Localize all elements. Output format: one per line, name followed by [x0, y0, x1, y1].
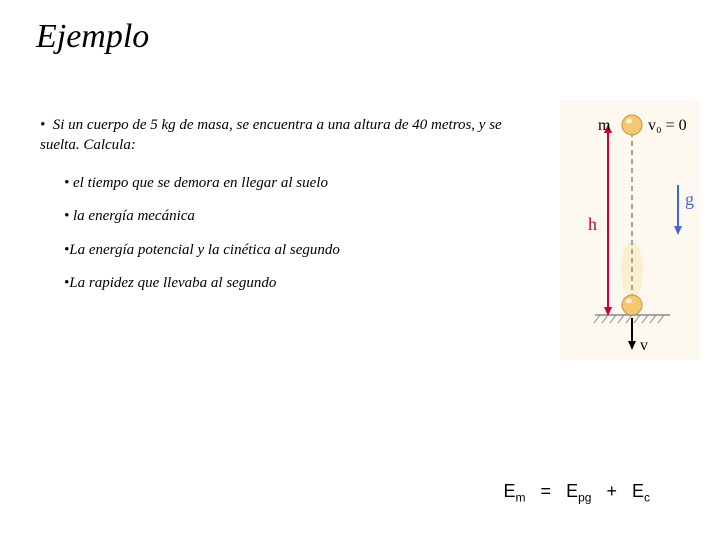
- bullet-text: La energía potencial y la cinética al se…: [69, 242, 340, 258]
- page-title: Ejemplo: [36, 18, 149, 56]
- energy-formula: Em = Epg + Ec: [504, 481, 651, 505]
- formula-epg-sub: pg: [578, 491, 591, 505]
- formula-epg: E: [566, 481, 578, 501]
- list-item: •La rapidez que llevaba al segundo: [64, 274, 540, 294]
- intro-bullet: •: [40, 117, 45, 133]
- intro-body: Si un cuerpo de 5 kg de masa, se encuent…: [40, 117, 502, 153]
- list-item: •La energía potencial y la cinética al s…: [64, 241, 540, 261]
- bullet-list: • el tiempo que se demora en llegar al s…: [64, 174, 540, 294]
- bullet-text: La rapidez que llevaba al segundo: [69, 275, 276, 291]
- g-label: g: [685, 189, 694, 209]
- content-area: • Si un cuerpo de 5 kg de masa, se encue…: [40, 115, 540, 308]
- list-item: • la energía mecánica: [64, 207, 540, 227]
- mass-label: m: [598, 117, 611, 134]
- formula-em-sub: m: [516, 491, 526, 505]
- intro-text: • Si un cuerpo de 5 kg de masa, se encue…: [40, 115, 540, 156]
- bullet-text: el tiempo que se demora en llegar al sue…: [73, 175, 328, 191]
- formula-ec-sub: c: [644, 491, 650, 505]
- formula-plus: +: [606, 481, 617, 501]
- free-fall-diagram: m v₀ = 0 h g v: [560, 100, 700, 360]
- v0-label: v₀ = 0: [648, 117, 687, 134]
- v-label: v: [640, 337, 648, 354]
- bullet-text: la energía mecánica: [73, 208, 195, 224]
- formula-ec: E: [632, 481, 644, 501]
- list-item: • el tiempo que se demora en llegar al s…: [64, 174, 540, 194]
- h-label: h: [588, 214, 597, 234]
- formula-em: E: [504, 481, 516, 501]
- formula-eq: =: [541, 481, 552, 501]
